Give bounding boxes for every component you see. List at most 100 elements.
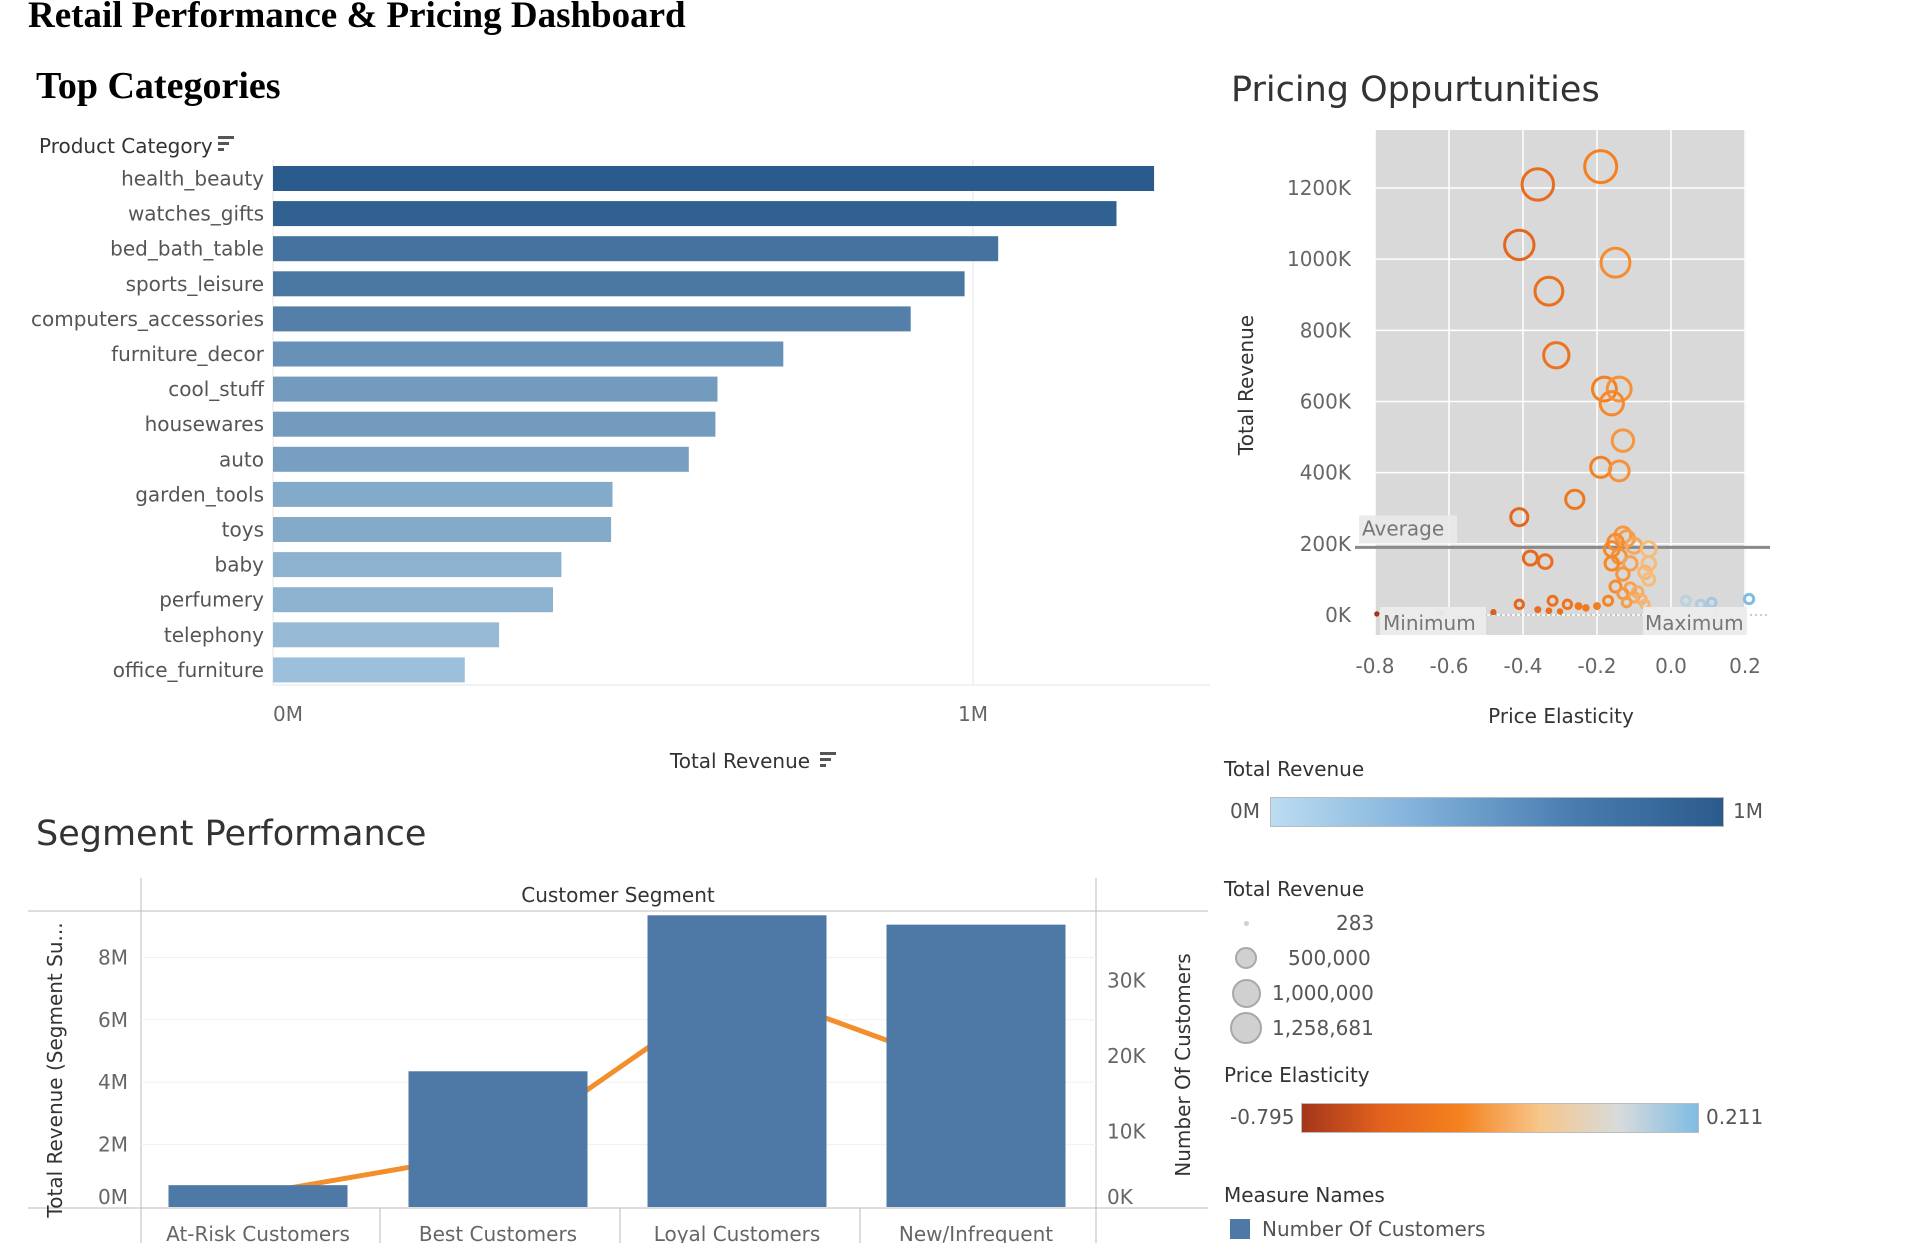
top-category-labels: health_beauty watches_gifts bed_bath_table… [31,167,265,682]
x-tick-label: 0.2 [1729,654,1761,678]
scatter-point [1546,594,1559,607]
size-legend-circle [1231,978,1261,1008]
legend-color-revenue-max: 1M [1733,799,1763,823]
category-bar [273,657,465,683]
category-bar [273,166,1155,191]
scatter-point [1582,604,1590,612]
scatter-point [1679,594,1692,607]
minimum-label-bg [1380,607,1486,635]
scatter-point [1503,228,1536,262]
category-label: garden_tools [135,482,264,506]
category-label: baby [215,553,265,577]
legend-elasticity-max: 0.211 [1706,1105,1764,1129]
category-bar [273,236,999,262]
y2-tick-label: 20K [1107,1044,1146,1068]
x-tick-label: -0.2 [1577,654,1616,678]
category-label: office_furniture [113,658,264,682]
scatter-point [1598,390,1625,417]
category-bar [273,341,784,367]
y-tick-label: 1000K [1287,247,1352,271]
category-label: computers_accessories [31,307,264,331]
scatter-points [1374,149,1756,617]
segment-column-header: Customer Segment [521,883,715,907]
segment-bar [647,915,827,1207]
segment-category-label: At-Risk Customers [166,1222,350,1243]
scatter-point [1513,598,1525,610]
segment-y-ticks: 0M 2M 4M 6M 8M [98,945,128,1209]
size-legend-label: 500,000 [1288,946,1371,970]
x-tick-label: -0.4 [1503,654,1542,678]
category-bar [273,271,965,297]
measure-swatch [1230,1219,1250,1239]
scatter-point [1742,592,1756,606]
x-tick-label: 1M [958,702,988,726]
scatter-point [1608,579,1623,594]
category-bar [273,411,716,437]
legend-color-revenue-title: Total Revenue [1224,757,1365,781]
segment-y2-axis-label: Number Of Customers [1171,953,1195,1176]
legend-measure-names-title: Measure Names [1224,1183,1385,1207]
scatter-y-ticks: 0K 200K 400K 600K 800K 1000K 1200K [1287,176,1352,627]
scatter-point [1590,375,1618,403]
category-bar [273,306,911,332]
y2-tick-label: 10K [1107,1120,1146,1144]
sort-icon[interactable] [820,752,836,767]
y-tick-label: 800K [1300,318,1352,342]
legend-elasticity-title: Price Elasticity [1224,1063,1370,1087]
size-legend-label: 1,258,681 [1272,1016,1374,1040]
sort-icon[interactable] [218,136,234,151]
y-tick-label: 8M [98,945,128,969]
scatter-point [1564,488,1586,510]
category-bar [273,622,500,648]
segment-category-label: New/Infrequent [899,1222,1053,1243]
average-label: Average [1362,516,1444,540]
y2-tick-label: 0K [1107,1185,1134,1209]
size-legend-circle [1243,920,1249,926]
scatter-point [1602,594,1615,607]
scatter-x-ticks: -0.8 -0.6 -0.4 -0.2 0.0 0.2 [1355,654,1760,678]
size-legend-circle [1230,1012,1262,1044]
y2-tick-label: 30K [1107,969,1146,993]
scatter-point [1641,571,1657,587]
legend-elasticity-min: -0.795 [1230,1105,1295,1129]
category-label: auto [219,447,264,471]
scatter-point [1583,149,1619,185]
size-legend-label: 283 [1336,911,1375,935]
segment-frame [28,878,1208,1243]
scatter-point [1605,375,1633,403]
segment-bar [886,924,1066,1207]
scatter-point [1610,428,1636,453]
category-label: perfumery [159,588,264,612]
pricing-title: Pricing Oppurtunities [1231,70,1600,110]
scatter-point [1545,607,1553,615]
category-bar [273,201,1117,227]
scatter-point [1603,555,1621,572]
scatter-point [1509,507,1530,528]
x-tick-label: 0.0 [1655,654,1687,678]
category-bar [273,446,689,472]
category-label: health_beauty [121,167,264,191]
scatter-point [1599,246,1632,279]
top-categories-title: Top Categories [36,65,281,107]
scatter-point [1520,167,1556,202]
scatter-point [1615,566,1631,582]
revenue-color-ramp [1270,797,1724,827]
legend-measure-item: Number Of Customers [1262,1217,1486,1241]
segment-category-label: Loyal Customers [654,1222,821,1243]
category-bar [273,552,562,578]
category-bar [273,376,718,402]
category-label: furniture_decor [111,342,265,366]
scatter-point [1574,602,1583,611]
x-tick-label: -0.6 [1429,654,1468,678]
segment-bar [168,1185,348,1207]
category-label: watches_gifts [128,202,264,226]
plot-background [1375,130,1746,635]
scatter-gridlines [1374,130,1770,635]
scatter-point [1627,590,1641,604]
y-tick-label: 200K [1300,532,1352,556]
elasticity-color-ramp [1301,1103,1699,1133]
maximum-label-bg [1643,607,1747,635]
y-tick-label: 600K [1300,390,1352,414]
scatter-point [1490,609,1497,616]
